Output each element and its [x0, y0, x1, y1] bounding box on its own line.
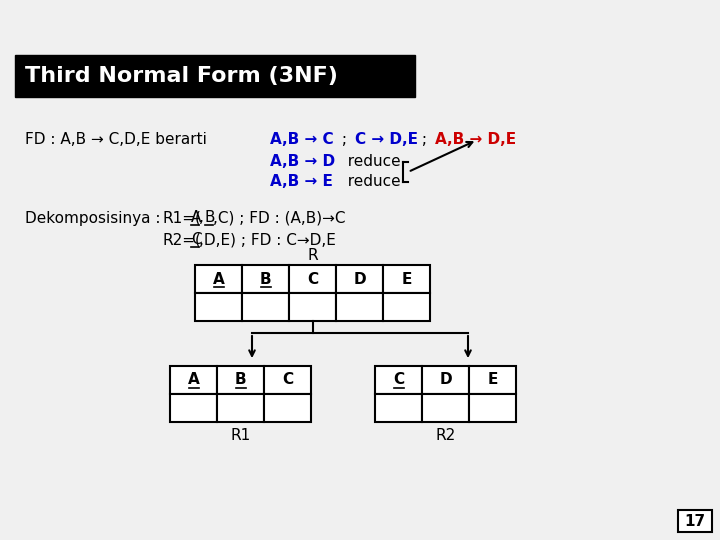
- Text: E: E: [401, 272, 412, 287]
- Bar: [383, 265, 430, 293]
- Bar: [375, 366, 422, 394]
- Text: R2: R2: [436, 429, 456, 443]
- Bar: [15, 55, 415, 97]
- Text: D: D: [354, 272, 366, 287]
- Text: ;: ;: [337, 132, 352, 147]
- Bar: [383, 293, 430, 321]
- Bar: [170, 394, 217, 422]
- Text: C: C: [282, 373, 293, 388]
- Text: E: E: [487, 373, 498, 388]
- Text: A: A: [191, 211, 202, 226]
- Bar: [195, 265, 242, 293]
- Text: C → D,E: C → D,E: [355, 132, 418, 147]
- Text: B: B: [235, 373, 246, 388]
- Text: D: D: [439, 373, 452, 388]
- Text: C: C: [393, 373, 404, 388]
- Bar: [469, 366, 516, 394]
- Text: reduce: reduce: [338, 174, 400, 190]
- Bar: [217, 394, 264, 422]
- Text: B: B: [205, 211, 215, 226]
- Text: ,D,E) ; FD : C→D,E: ,D,E) ; FD : C→D,E: [199, 233, 336, 247]
- Bar: [289, 293, 336, 321]
- Text: FD : A,B → C,D,E berarti: FD : A,B → C,D,E berarti: [25, 132, 212, 147]
- Bar: [264, 366, 311, 394]
- Bar: [264, 394, 311, 422]
- Bar: [336, 265, 383, 293]
- Text: 17: 17: [685, 514, 706, 529]
- Text: Dekomposisinya :: Dekomposisinya :: [25, 211, 166, 226]
- Bar: [242, 265, 289, 293]
- Bar: [678, 510, 712, 532]
- Bar: [170, 366, 217, 394]
- Bar: [217, 366, 264, 394]
- Text: R1: R1: [230, 429, 251, 443]
- Text: Third Normal Form (3NF): Third Normal Form (3NF): [25, 66, 338, 86]
- Bar: [242, 293, 289, 321]
- Text: A,B → E: A,B → E: [270, 174, 333, 190]
- Text: A: A: [188, 373, 199, 388]
- Text: R2=(: R2=(: [163, 233, 202, 247]
- Bar: [195, 293, 242, 321]
- Text: ,C) ; FD : (A,B)→C: ,C) ; FD : (A,B)→C: [213, 211, 346, 226]
- Text: reduce: reduce: [338, 154, 400, 170]
- Text: A,B → D,E: A,B → D,E: [435, 132, 516, 147]
- Text: B: B: [260, 272, 271, 287]
- Text: A: A: [212, 272, 225, 287]
- Text: ,: ,: [199, 211, 204, 226]
- Bar: [422, 394, 469, 422]
- Text: C: C: [191, 233, 202, 247]
- Text: R1=(: R1=(: [163, 211, 202, 226]
- Text: C: C: [307, 272, 318, 287]
- Text: A,B → C: A,B → C: [270, 132, 333, 147]
- Bar: [375, 394, 422, 422]
- Bar: [469, 394, 516, 422]
- Text: A,B → D: A,B → D: [270, 154, 335, 170]
- Bar: [289, 265, 336, 293]
- Bar: [422, 366, 469, 394]
- Text: R: R: [307, 247, 318, 262]
- Bar: [336, 293, 383, 321]
- Text: ;: ;: [417, 132, 432, 147]
